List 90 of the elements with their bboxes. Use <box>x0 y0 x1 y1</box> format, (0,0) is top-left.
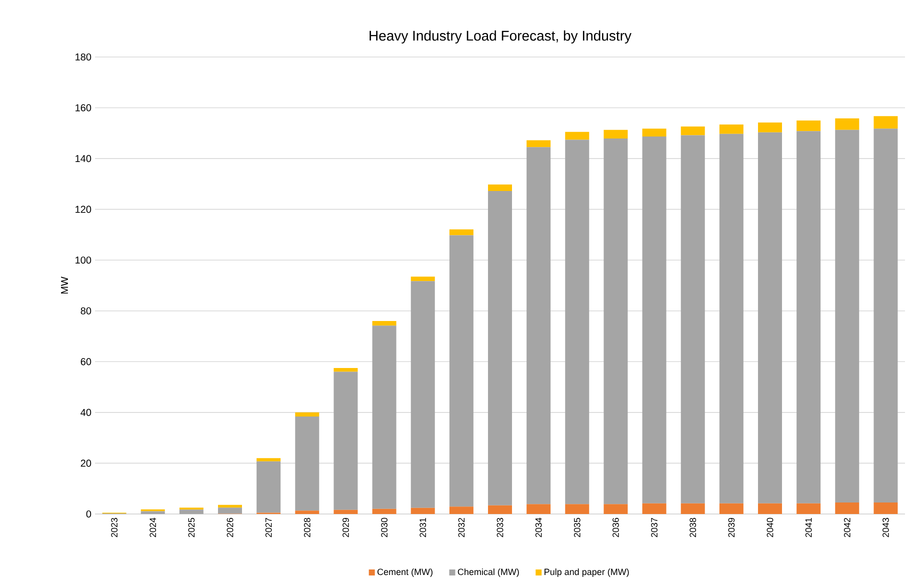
bar <box>565 132 590 140</box>
bar <box>565 140 590 504</box>
y-tick-label: 140 <box>76 155 92 162</box>
y-tick-label: 100 <box>76 256 92 264</box>
bar <box>758 122 782 132</box>
bar <box>140 511 165 514</box>
x-tick-label: 2025 <box>188 518 195 538</box>
bar <box>410 508 435 514</box>
bar <box>179 510 204 514</box>
x-tick-label: 2041 <box>805 518 812 538</box>
x-tick-label: 2031 <box>420 518 426 538</box>
bar <box>835 502 860 514</box>
bar <box>295 412 320 416</box>
bar <box>565 504 590 514</box>
x-tick-label: 2040 <box>766 518 774 538</box>
x-tick-label: 2024 <box>150 518 156 538</box>
bar <box>526 147 551 504</box>
bar <box>488 505 512 514</box>
bar <box>835 130 860 503</box>
x-tick-label: 2033 <box>496 518 504 538</box>
bar <box>334 368 358 372</box>
bar <box>449 229 474 236</box>
bar <box>372 326 396 509</box>
x-tick-label: 2032 <box>458 518 465 538</box>
bar <box>488 184 512 192</box>
y-tick-label: 40 <box>80 408 92 416</box>
bar <box>334 510 358 514</box>
y-tick-label: 20 <box>80 460 92 467</box>
bar <box>604 130 628 138</box>
chart-title: Heavy Industry Load Forecast, by Industry <box>370 30 632 44</box>
bar <box>758 132 782 504</box>
bar <box>295 416 320 511</box>
bar <box>874 128 898 503</box>
x-tick-label: 2035 <box>574 518 580 538</box>
x-tick-label: 2039 <box>728 518 735 538</box>
x-tick-label: 2027 <box>265 518 272 538</box>
x-tick-label: 2029 <box>342 518 349 538</box>
bar <box>604 138 628 504</box>
bar <box>295 510 320 514</box>
y-axis-title: MW <box>61 276 68 294</box>
bar <box>256 461 281 513</box>
bar <box>372 508 396 514</box>
bar <box>758 503 782 514</box>
bar <box>796 131 821 504</box>
bar <box>604 504 628 514</box>
x-tick-label: 2028 <box>304 518 310 538</box>
x-tick-label: 2026 <box>226 518 234 538</box>
y-tick-label: 160 <box>76 104 92 112</box>
bar <box>449 506 474 514</box>
x-tick-label: 2037 <box>651 518 658 538</box>
y-tick-label: 120 <box>76 206 92 213</box>
bar <box>680 135 705 504</box>
bar <box>796 503 821 514</box>
bar <box>410 281 435 508</box>
bar <box>449 235 474 507</box>
bar <box>874 116 898 129</box>
bar <box>680 503 705 514</box>
bar <box>874 502 898 514</box>
x-tick-label: 2038 <box>690 518 696 538</box>
legend-label: Chemical (MW) <box>458 568 519 577</box>
x-tick-label: 2023 <box>111 518 118 538</box>
y-tick-label: 180 <box>76 53 92 61</box>
legend-label: Pulp and paper (MW) <box>544 568 629 577</box>
x-tick-label: 2042 <box>844 518 850 538</box>
bar <box>218 504 242 508</box>
x-tick-label: 2036 <box>612 518 619 538</box>
bar <box>719 134 744 504</box>
bar <box>526 140 551 148</box>
bar <box>719 124 744 134</box>
bar <box>334 372 358 510</box>
bar <box>488 191 512 506</box>
bar <box>642 503 666 514</box>
bar <box>835 118 860 130</box>
bar <box>218 508 242 514</box>
bar <box>642 136 666 504</box>
bar <box>680 126 705 136</box>
bar <box>410 276 435 282</box>
bar <box>796 120 821 132</box>
x-tick-label: 2030 <box>381 518 388 538</box>
bar <box>719 503 744 514</box>
bar <box>256 458 281 462</box>
bar <box>526 504 551 514</box>
x-tick-label: 2034 <box>535 518 542 538</box>
bar <box>642 128 666 136</box>
legend-label: Cement (MW) <box>377 568 432 577</box>
y-tick-label: 0 <box>86 510 92 518</box>
bar <box>372 321 396 326</box>
x-tick-label: 2043 <box>882 518 889 538</box>
y-tick-label: 80 <box>80 307 92 314</box>
y-tick-label: 60 <box>80 358 92 366</box>
